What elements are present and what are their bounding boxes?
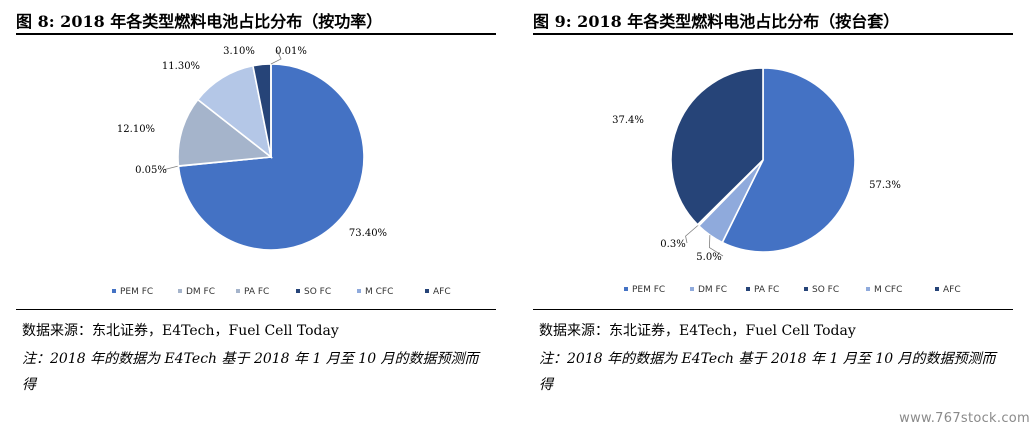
figure-8-panel: 图 8: 2018 年各类型燃料电池占比分布（按功率） 73.40% 0.05% 1… <box>16 0 496 430</box>
legend-marker <box>804 287 808 291</box>
legend-label-pa-fc: PA FC <box>754 285 779 295</box>
slice-label-dmfc: 0.3% <box>660 239 685 250</box>
title-rule <box>533 33 1013 35</box>
slice-label-pemfc: 57.3% <box>869 180 901 191</box>
legend-label-m-cfc: M CFC <box>365 287 393 297</box>
legend-marker <box>357 289 361 293</box>
leader-line <box>709 235 724 257</box>
slice-label-mcfc: 3.10% <box>223 46 255 57</box>
watermark: www.767stock.com <box>899 411 1030 426</box>
slice-label-pemfc: 73.40% <box>349 228 387 239</box>
slice-label-sofc: 11.30% <box>162 61 200 72</box>
legend-label-so-fc: SO FC <box>304 287 331 297</box>
legend-label-m-cfc: M CFC <box>874 285 902 295</box>
legend-label-pem-fc: PEM FC <box>120 287 153 297</box>
legend-marker <box>866 287 870 291</box>
legend-marker <box>236 289 240 293</box>
source-rule <box>16 309 496 310</box>
note-text: 注：2018 年的数据为 E4Tech 基于 2018 年 1 月至 10 月的… <box>22 351 479 393</box>
source-rule <box>533 309 1013 310</box>
legend-marker <box>746 287 750 291</box>
legend-label-afc: AFC <box>433 287 451 297</box>
source-text: 数据来源：东北证券，E4Tech，Fuel Cell Today <box>22 323 339 339</box>
leader-line <box>163 165 179 171</box>
legend-label-pa-fc: PA FC <box>244 287 269 297</box>
slice-label-afc: 0.01% <box>275 46 307 57</box>
figure-9-panel: 图 9: 2018 年各类型燃料电池占比分布（按台套） 57.3% 5.0% 0.3… <box>533 0 1013 430</box>
legend-label-dm-fc: DM FC <box>698 285 727 295</box>
legend-marker <box>425 289 429 293</box>
pie-slice-sofc <box>670 67 764 226</box>
legend-marker <box>935 287 939 291</box>
legend-marker <box>624 287 628 291</box>
pie-slice-pemfc <box>721 67 856 253</box>
legend-label-afc: AFC <box>943 285 961 295</box>
figure-title: 图 9: 2018 年各类型燃料电池占比分布（按台套） <box>533 12 900 31</box>
legend-marker <box>296 289 300 293</box>
figure-title: 图 8: 2018 年各类型燃料电池占比分布（按功率） <box>16 12 383 31</box>
leader-line <box>270 49 282 65</box>
leader-line <box>685 224 699 244</box>
legend-label-dm-fc: DM FC <box>186 287 215 297</box>
legend-label-pem-fc: PEM FC <box>632 285 665 295</box>
legend-marker <box>178 289 182 293</box>
legend-marker <box>112 289 116 293</box>
slice-label-pafc: 12.10% <box>117 124 155 135</box>
note-text: 注：2018 年的数据为 E4Tech 基于 2018 年 1 月至 10 月的… <box>539 351 996 393</box>
pie-slice-sofc <box>196 64 273 159</box>
pie-chart-by-units: 57.3% 5.0% 0.3% 37.4% PEM FC DM FC PA FC SO FC M… <box>612 67 961 295</box>
legend-label-so-fc: SO FC <box>812 285 839 295</box>
slice-label-dmfc: 0.05% <box>135 165 167 176</box>
title-rule <box>16 33 496 35</box>
pie-slice-pafc <box>177 98 274 167</box>
slice-label-pafc: 5.0% <box>696 252 721 263</box>
slice-label-sofc: 37.4% <box>612 115 644 126</box>
pie-chart-by-power: 73.40% 0.05% 12.10% 11.30% 3.10% 0.01% PEM FC D… <box>112 46 451 297</box>
legend-marker <box>690 287 694 291</box>
source-text: 数据来源：东北证券，E4Tech，Fuel Cell Today <box>539 323 856 339</box>
